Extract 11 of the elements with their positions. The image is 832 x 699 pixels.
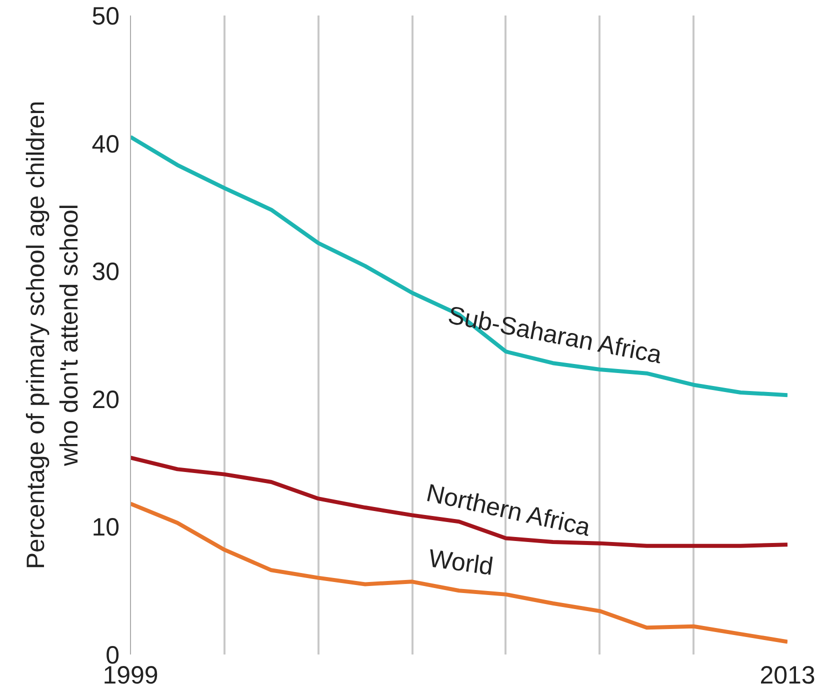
- x-tick-label: 2013: [760, 662, 816, 690]
- text: Northern Africa: [424, 478, 593, 542]
- y-tick-label: 50: [92, 2, 120, 30]
- y-tick-label: 20: [92, 386, 120, 414]
- y-tick-label: 30: [92, 258, 120, 286]
- line-series: [130, 134, 788, 398]
- text: World: [426, 544, 495, 581]
- y-axis-title: Percentage of primary school age children who don't attend school: [22, 100, 84, 570]
- y-tick-label: 40: [92, 130, 120, 158]
- y-tick-label: 10: [92, 514, 120, 542]
- line-series: [130, 456, 788, 548]
